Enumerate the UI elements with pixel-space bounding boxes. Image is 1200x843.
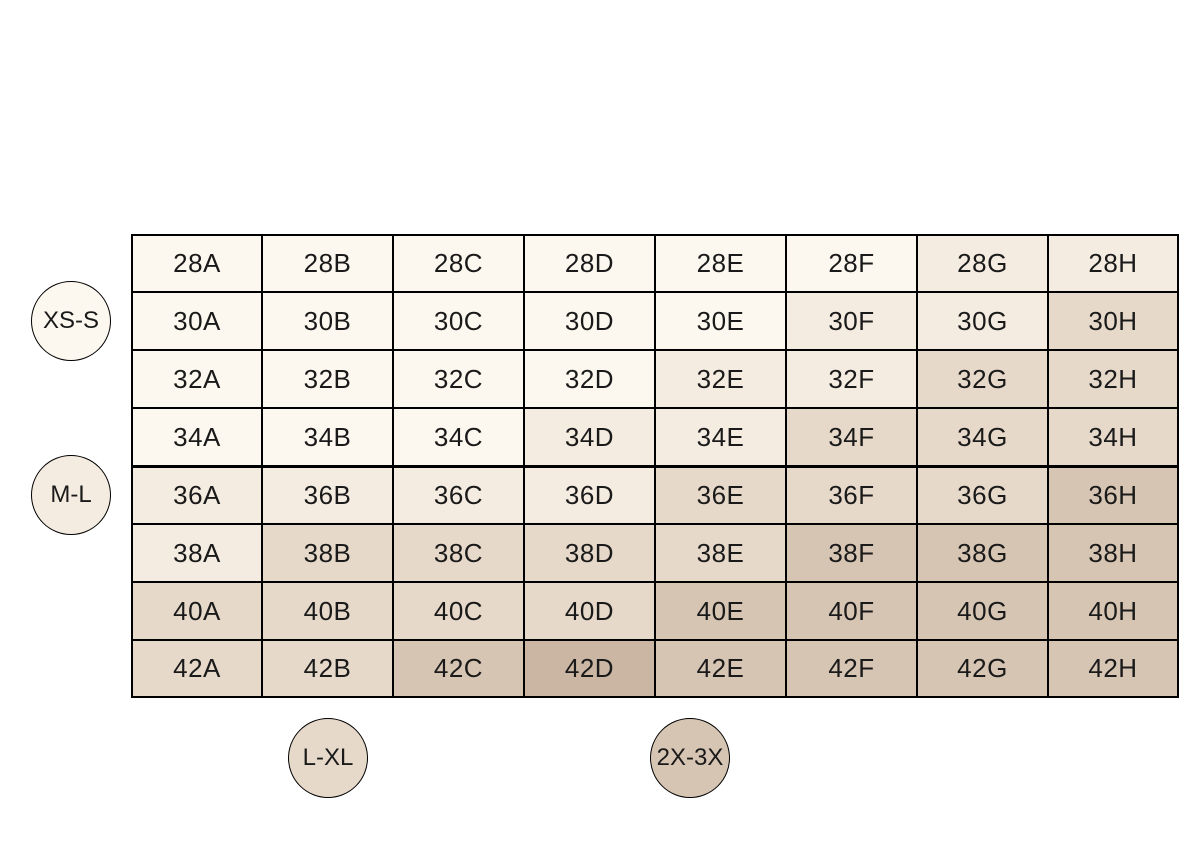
size-badge: 2X-3X [650,718,730,798]
table-cell: 30G [917,292,1048,350]
table-cell: 40H [1048,582,1179,640]
table-cell: 34H [1048,408,1179,466]
table-cell: 30C [393,292,524,350]
table-cell: 28H [1048,234,1179,292]
size-badge: XS-S [31,281,111,361]
table-cell: 40B [262,582,393,640]
table-cell: 42B [262,640,393,698]
table-cell: 34A [131,408,262,466]
table-cell: 42F [786,640,917,698]
table-cell: 32B [262,350,393,408]
table-cell: 38G [917,524,1048,582]
table-cell: 38E [655,524,786,582]
table-cell: 30B [262,292,393,350]
table-cell: 32E [655,350,786,408]
table-cell: 32A [131,350,262,408]
table-cell: 40F [786,582,917,640]
table-cell: 38C [393,524,524,582]
table-cell: 40C [393,582,524,640]
table-cell: 34C [393,408,524,466]
table-cell: 36G [917,466,1048,524]
table-cell: 28C [393,234,524,292]
table-cell: 36A [131,466,262,524]
table-cell: 36D [524,466,655,524]
table-cell: 40E [655,582,786,640]
table-cell: 34G [917,408,1048,466]
table-cell: 42G [917,640,1048,698]
table-cell: 30F [786,292,917,350]
table-cell: 42A [131,640,262,698]
table-cell: 42C [393,640,524,698]
table-cell: 40A [131,582,262,640]
size-badge: L-XL [288,718,368,798]
table-cell: 28B [262,234,393,292]
table-cell: 30H [1048,292,1179,350]
table-cell: 30E [655,292,786,350]
table-cell: 36E [655,466,786,524]
section-divider-horizontal [131,465,1179,468]
table-cell: 38H [1048,524,1179,582]
table-cell: 32C [393,350,524,408]
table-cell: 42H [1048,640,1179,698]
table-cell: 28G [917,234,1048,292]
table-cell: 32D [524,350,655,408]
table-cell: 40G [917,582,1048,640]
table-cell: 32G [917,350,1048,408]
table-cell: 32H [1048,350,1179,408]
table-cell: 38F [786,524,917,582]
table-cell: 36B [262,466,393,524]
table-cell: 38A [131,524,262,582]
table-cell: 30A [131,292,262,350]
table-cell: 28F [786,234,917,292]
table-cell: 34F [786,408,917,466]
table-cell: 36F [786,466,917,524]
table-cell: 28E [655,234,786,292]
table-cell: 36C [393,466,524,524]
table-cell: 42E [655,640,786,698]
table-cell: 38D [524,524,655,582]
table-cell: 34E [655,408,786,466]
table-cell: 34D [524,408,655,466]
table-cell: 34B [262,408,393,466]
table-cell: 28D [524,234,655,292]
table-cell: 32F [786,350,917,408]
table-cell: 42D [524,640,655,698]
table-cell: 40D [524,582,655,640]
table-cell: 30D [524,292,655,350]
size-badge: M-L [31,455,111,535]
table-cell: 28A [131,234,262,292]
table-cell: 36H [1048,466,1179,524]
table-cell: 38B [262,524,393,582]
